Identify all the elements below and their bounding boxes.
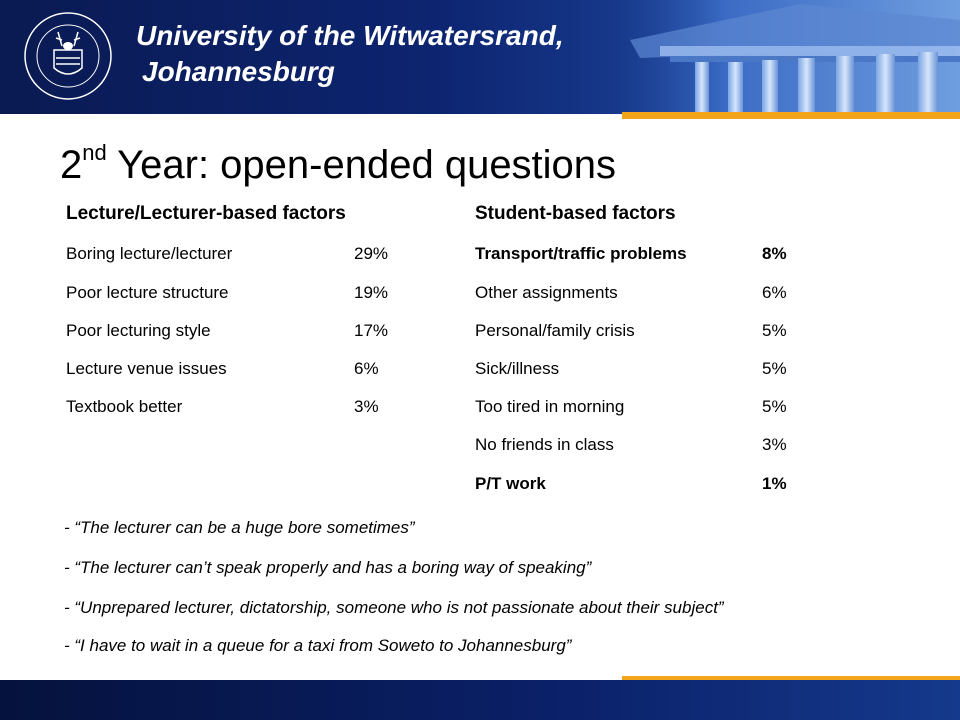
student-quote: - “I have to wait in a queue for a taxi … (64, 636, 572, 655)
header-banner: University of the Witwatersrand, Johanne… (0, 0, 960, 114)
factor-label: Textbook better (66, 397, 183, 416)
title-text: Year: open-ended questions (106, 143, 617, 187)
student-quote: - “The lecturer can be a huge bore somet… (64, 518, 415, 537)
title-superscript: nd (82, 140, 107, 165)
footer-band (0, 680, 960, 720)
factor-percent: 8% (762, 244, 787, 263)
factor-percent: 6% (762, 283, 787, 302)
student-quote: - “Unprepared lecturer, dictatorship, so… (64, 598, 724, 617)
page-title: 2nd Year: open-ended questions (60, 140, 616, 188)
factor-label: Poor lecturing style (66, 321, 211, 340)
lecturer-factor-row: Boring lecture/lecturer 29% (66, 242, 388, 266)
factor-label: Personal/family crisis (475, 321, 635, 340)
university-name-line2: Johannesburg (142, 56, 335, 87)
student-factor-row: No friends in class 3% (475, 433, 787, 457)
student-factor-row: Other assignments 6% (475, 281, 787, 305)
footer-gold-strip (622, 676, 960, 682)
lecturer-factor-row: Textbook better 3% (66, 395, 379, 419)
lecturer-factor-row: Poor lecturing style 17% (66, 319, 388, 343)
factor-percent: 1% (762, 474, 787, 493)
factor-label: Poor lecture structure (66, 283, 229, 302)
student-factor-row: P/T work 1% (475, 472, 787, 496)
student-quote: - “The lecturer can’t speak properly and… (64, 558, 592, 577)
student-factor-row: Sick/illness 5% (475, 357, 787, 381)
factor-percent: 3% (354, 397, 379, 416)
factor-percent: 3% (762, 435, 787, 454)
university-name-line1: University of the Witwatersrand, (136, 20, 564, 51)
factor-label: Sick/illness (475, 359, 560, 378)
university-crest-icon (24, 12, 112, 100)
factor-label: Transport/traffic problems (475, 244, 687, 263)
factor-label: Other assignments (475, 283, 618, 302)
lecturer-factor-row: Lecture venue issues 6% (66, 357, 379, 381)
factor-percent: 5% (762, 359, 787, 378)
factor-percent: 19% (354, 283, 389, 302)
factor-label: Too tired in morning (475, 397, 625, 416)
factor-label: Boring lecture/lecturer (66, 244, 233, 263)
factor-label: No friends in class (475, 435, 614, 454)
factor-percent: 17% (354, 321, 389, 340)
factor-label: P/T work (475, 474, 546, 493)
student-factor-row: Too tired in morning 5% (475, 395, 787, 419)
factor-percent: 5% (762, 321, 787, 340)
header-gold-strip (622, 112, 960, 119)
university-name: University of the Witwatersrand, Johanne… (136, 18, 564, 90)
factor-percent: 29% (354, 244, 389, 263)
building-columns-image (600, 0, 960, 114)
lecturer-factors-heading: Lecture/Lecturer-based factors (66, 203, 346, 224)
student-factor-row: Personal/family crisis 5% (475, 319, 787, 343)
title-number: 2 (60, 143, 83, 187)
lecturer-factor-row: Poor lecture structure 19% (66, 281, 388, 305)
student-factor-row: Transport/traffic problems 8% (475, 242, 787, 266)
factor-label: Lecture venue issues (66, 359, 227, 378)
student-factors-heading: Student-based factors (475, 203, 676, 224)
factor-percent: 5% (762, 397, 787, 416)
factor-percent: 6% (354, 359, 379, 378)
